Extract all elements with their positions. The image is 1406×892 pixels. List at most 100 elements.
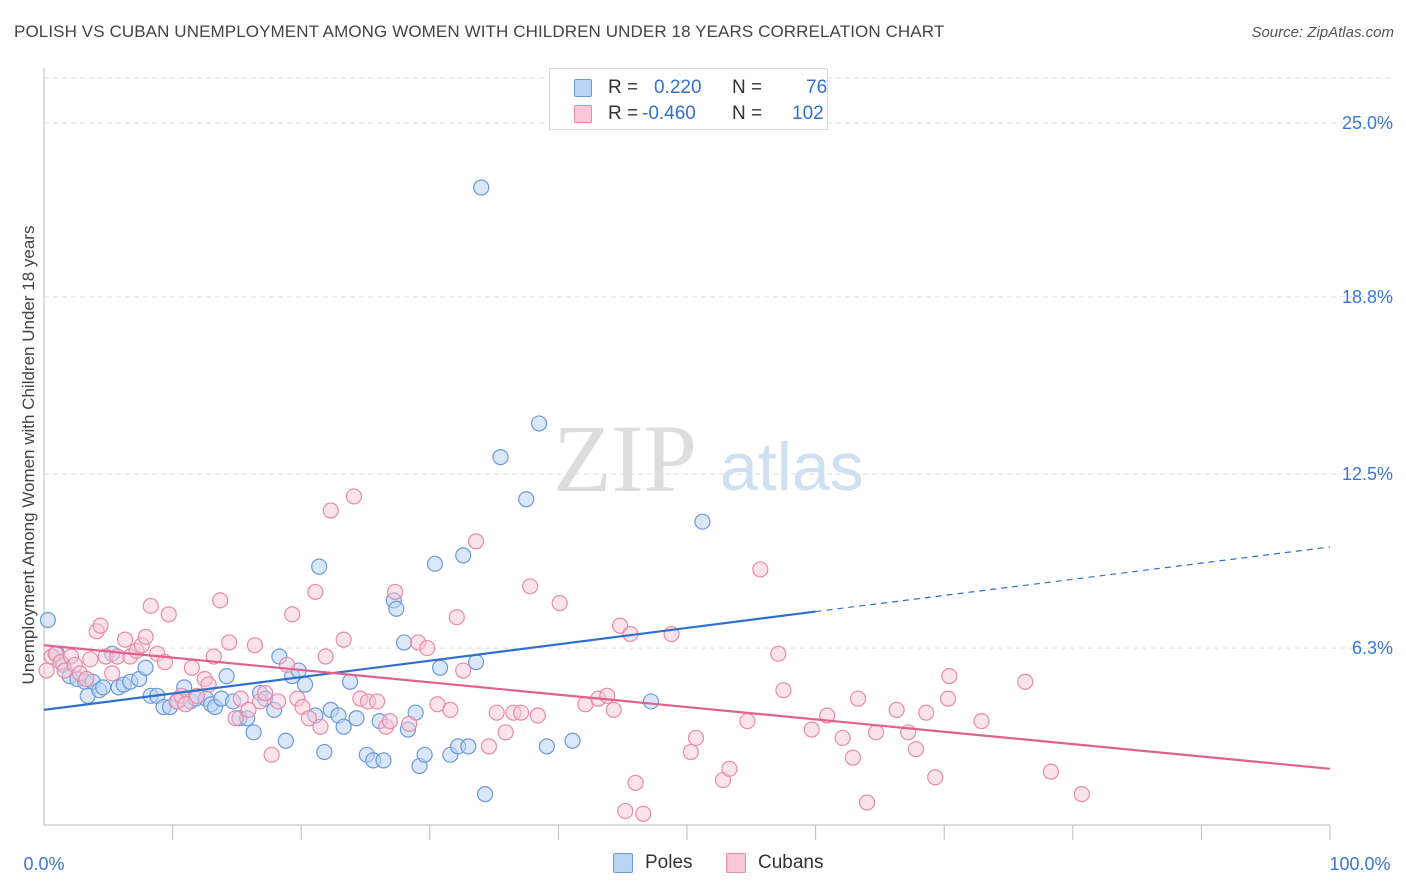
poles-point <box>375 752 392 769</box>
poles-r-value: 0.220 <box>654 77 702 98</box>
poles-point <box>426 555 444 572</box>
cubans-point <box>513 704 530 721</box>
cubans-point <box>246 637 264 654</box>
cubans-point <box>212 592 229 609</box>
cubans-point <box>137 628 154 645</box>
cubans-points <box>38 488 1090 822</box>
cubans-point <box>617 802 634 820</box>
poles-legend-swatch <box>613 853 633 873</box>
tick-labels: 6.3% 12.5% 18.8% 25.0% 0.0% 100.0% <box>23 113 1393 874</box>
cubans-legend-label: Cubans <box>758 852 824 873</box>
cubans-point <box>257 684 274 702</box>
poles-point <box>137 659 154 676</box>
cubans-r-value: -0.460 <box>642 103 696 124</box>
cubans-point <box>973 712 990 730</box>
poles-point <box>316 743 333 761</box>
y-tick-label: 6.3% <box>1352 638 1393 658</box>
poles-point <box>476 786 494 803</box>
poles-n-label: N = <box>732 77 763 98</box>
poles-point <box>95 679 112 696</box>
poles-swatch <box>574 79 592 97</box>
poles-point <box>467 654 485 671</box>
poles-point <box>531 415 548 432</box>
cubans-point <box>721 760 738 777</box>
y-tick-label: 12.5% <box>1342 464 1393 484</box>
cubans-point <box>480 738 498 755</box>
cubans-point <box>240 701 257 718</box>
cubans-point <box>918 704 935 721</box>
poles-point <box>39 611 56 629</box>
poles-point <box>348 710 365 727</box>
x-tick-label-max: 100.0% <box>1329 854 1390 874</box>
cubans-point <box>160 606 177 623</box>
cubans-point <box>770 645 787 662</box>
cubans-point <box>284 606 301 623</box>
poles-point <box>642 693 660 710</box>
poles-legend-label: Poles <box>645 852 693 873</box>
cubans-point <box>867 724 885 741</box>
cubans-point <box>467 533 485 550</box>
cubans-point <box>335 631 352 648</box>
trendlines <box>43 546 1331 770</box>
cubans-point <box>1017 673 1034 690</box>
poles-r-label: R = <box>608 77 639 98</box>
cubans-point <box>142 597 159 615</box>
y-tick-label: 25.0% <box>1342 113 1393 133</box>
cubans-point <box>834 729 851 747</box>
cubans-point <box>941 668 958 685</box>
cubans-point <box>599 687 616 704</box>
cubans-point <box>269 693 287 710</box>
cubans-point <box>38 662 55 679</box>
correlation-legend: R = 0.220 N = 76 R = -0.460 N = 102 <box>549 68 828 130</box>
x-tick-label-min: 0.0% <box>23 854 64 874</box>
watermark-zip: ZIP <box>553 405 697 512</box>
poles-trendline <box>43 610 816 711</box>
poles-point <box>335 718 352 735</box>
cubans-point <box>419 639 436 657</box>
poles-point <box>694 513 711 530</box>
poles-trendline-extension <box>815 546 1331 613</box>
cubans-point <box>849 690 867 707</box>
cubans-point <box>927 769 944 786</box>
cubans-point <box>188 687 206 704</box>
y-tick-label: 18.8% <box>1342 287 1393 307</box>
cubans-point <box>78 670 95 688</box>
source-credit: Source: ZipAtlas.com <box>1251 24 1394 41</box>
cubans-point <box>183 659 200 676</box>
cubans-point <box>386 583 404 601</box>
cubans-n-value: 102 <box>792 103 824 124</box>
cubans-point <box>529 707 546 724</box>
cubans-point <box>907 741 925 758</box>
poles-point <box>296 676 314 693</box>
poles-point <box>431 659 449 676</box>
cubans-point <box>322 502 339 519</box>
watermark-atlas: atlas <box>720 429 864 505</box>
cubans-point <box>888 701 905 718</box>
cubans-trendline <box>43 644 1331 770</box>
cubans-point <box>221 634 238 651</box>
poles-point <box>277 732 294 749</box>
watermark: ZIP atlas <box>553 405 864 512</box>
poles-point <box>341 673 359 690</box>
cubans-point <box>939 690 957 707</box>
cubans-point <box>82 651 99 668</box>
cubans-point <box>227 710 244 727</box>
cubans-point <box>551 595 568 612</box>
poles-point <box>538 738 555 755</box>
poles-point <box>455 547 472 564</box>
poles-point <box>218 668 235 685</box>
cubans-point <box>752 561 769 578</box>
poles-point <box>311 558 328 575</box>
cubans-point <box>368 693 386 710</box>
cubans-point <box>307 583 324 601</box>
poles-point <box>388 600 405 617</box>
cubans-point <box>497 724 514 741</box>
poles-point <box>245 724 262 741</box>
cubans-point <box>1073 786 1090 803</box>
chart-title: POLISH VS CUBAN UNEMPLOYMENT AMONG WOMEN… <box>14 22 945 41</box>
cubans-point <box>687 729 705 747</box>
cubans-point <box>488 704 505 721</box>
cubans-n-label: N = <box>732 103 763 124</box>
cubans-point <box>522 578 539 595</box>
